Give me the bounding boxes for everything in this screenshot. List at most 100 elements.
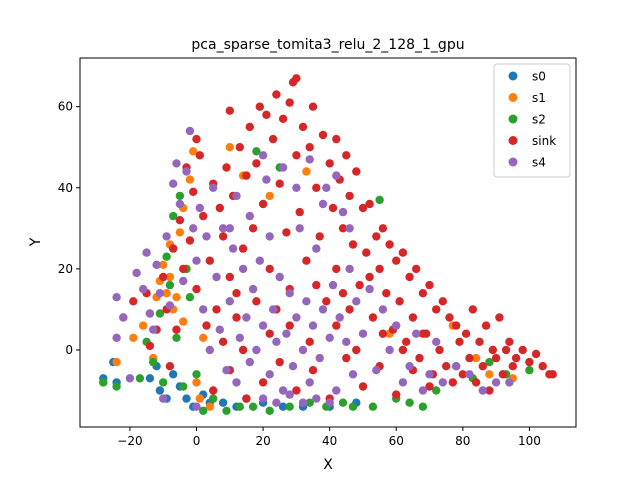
points-layer	[99, 74, 557, 415]
point-sink	[325, 159, 334, 168]
point-s4	[282, 329, 291, 338]
point-s4	[119, 313, 128, 322]
point-sink	[232, 313, 241, 322]
point-s2	[165, 280, 175, 290]
point-s2	[305, 398, 314, 407]
point-s0	[155, 386, 165, 395]
point-s2	[162, 252, 171, 261]
point-sink	[511, 353, 521, 363]
point-s4	[338, 207, 348, 217]
point-sink	[425, 382, 434, 391]
point-sink	[338, 289, 348, 298]
point-sink	[215, 203, 224, 213]
point-s4	[112, 293, 121, 302]
point-s4	[322, 183, 331, 192]
point-sink	[212, 305, 221, 314]
point-sink	[548, 370, 557, 379]
point-sink	[468, 305, 477, 314]
x-tick-label: −20	[117, 434, 142, 448]
point-s4	[398, 378, 408, 387]
point-s4	[232, 191, 241, 201]
point-sink	[265, 264, 274, 274]
point-sink	[445, 313, 454, 322]
point-sink	[435, 345, 444, 355]
point-s1	[165, 272, 175, 282]
x-tick-label: 100	[518, 434, 541, 448]
point-sink	[432, 305, 441, 314]
point-sink	[358, 203, 368, 213]
legend-marker-sink	[508, 136, 518, 145]
point-sink	[338, 224, 348, 233]
point-sink	[465, 353, 474, 363]
point-s2	[159, 378, 168, 387]
point-sink	[278, 114, 288, 124]
point-sink	[268, 134, 278, 144]
series-s4	[112, 126, 514, 411]
x-tick-label: 60	[389, 434, 404, 448]
point-s2	[235, 402, 244, 411]
point-sink	[495, 313, 504, 322]
point-sink	[475, 337, 484, 346]
point-sink	[328, 203, 338, 213]
point-sink	[425, 280, 434, 290]
point-s4	[192, 256, 201, 265]
point-s4	[295, 224, 304, 233]
point-s4	[325, 333, 334, 342]
point-s2	[338, 398, 348, 407]
point-sink	[275, 357, 284, 367]
plot-frame	[79, 57, 577, 428]
point-s4	[418, 386, 428, 395]
point-s4	[258, 151, 268, 160]
point-s4	[312, 244, 321, 253]
point-sink	[352, 167, 361, 176]
point-sink	[265, 329, 274, 338]
point-sink	[365, 199, 374, 209]
series-s0	[99, 357, 361, 411]
point-sink	[332, 321, 341, 330]
point-s4	[342, 337, 351, 346]
point-sink	[295, 207, 304, 217]
point-s1	[225, 143, 234, 152]
point-sink	[159, 272, 168, 282]
point-sink	[179, 264, 188, 274]
x-tick-label: 20	[255, 434, 270, 448]
point-s4	[345, 224, 354, 233]
point-sink	[345, 305, 354, 314]
point-sink	[195, 151, 204, 160]
point-sink	[408, 313, 418, 322]
point-s4	[248, 284, 258, 294]
y-axis: 0 20 40 60	[58, 100, 80, 357]
y-tick-label: 20	[58, 262, 73, 276]
point-sink	[485, 386, 494, 395]
point-sink	[498, 370, 507, 379]
point-s4	[438, 378, 447, 387]
point-s4	[238, 264, 248, 274]
point-sink	[382, 289, 391, 298]
point-sink	[145, 341, 155, 351]
point-sink	[375, 264, 384, 274]
point-s2	[185, 293, 195, 302]
point-s4	[235, 333, 244, 342]
point-sink	[365, 272, 374, 282]
point-s4	[245, 357, 254, 367]
point-sink	[312, 183, 321, 192]
point-s1	[302, 167, 311, 176]
point-s4	[175, 199, 185, 209]
point-sink	[418, 289, 428, 298]
point-s4	[169, 179, 178, 188]
point-s2	[222, 406, 231, 415]
point-s1	[139, 321, 148, 330]
legend-marker-s4	[508, 157, 518, 167]
point-sink	[129, 297, 138, 306]
point-sink	[455, 337, 464, 346]
point-s4	[465, 370, 474, 379]
point-s4	[162, 232, 171, 241]
point-s4	[302, 297, 311, 306]
x-tick-label: 40	[322, 434, 337, 448]
point-s4	[405, 362, 414, 371]
point-sink	[505, 337, 514, 346]
point-s2	[135, 374, 145, 383]
point-s2	[155, 309, 165, 318]
point-sink	[531, 349, 541, 359]
point-sink	[292, 386, 301, 395]
